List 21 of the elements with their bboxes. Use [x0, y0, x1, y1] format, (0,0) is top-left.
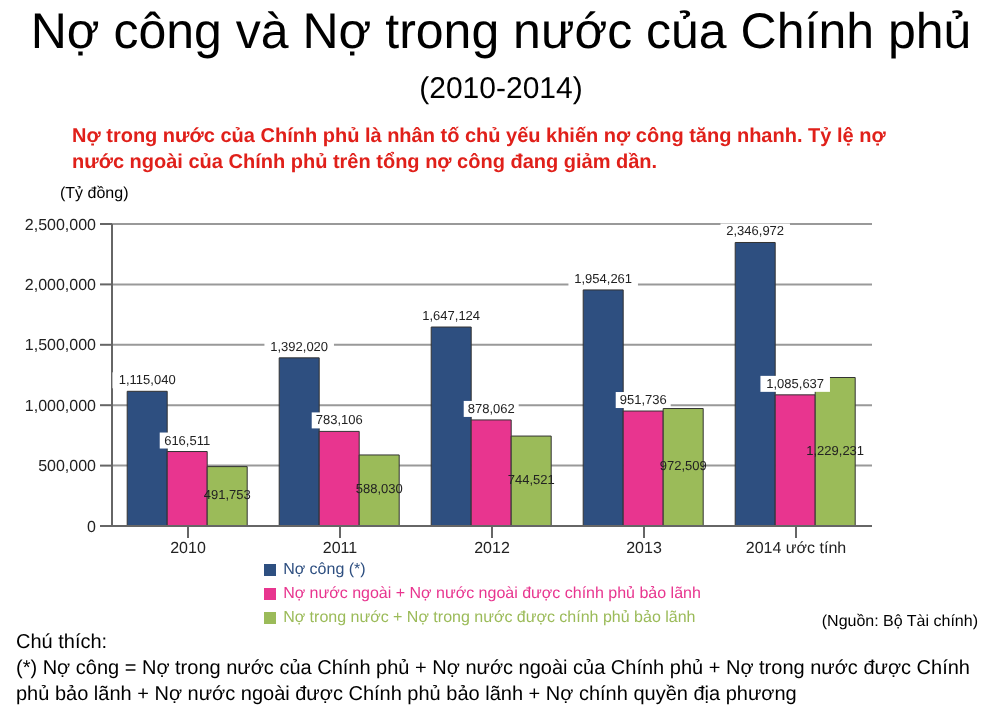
x-tick-label: 2014 ước tính [745, 539, 847, 558]
y-tick-label: 1,000,000 [24, 396, 98, 415]
text: (Nguồn: Bộ Tài chính) [821, 612, 978, 630]
x-tick-label: 2013 [626, 539, 663, 558]
y-tick-label: 2,000,000 [24, 276, 98, 295]
text: Nợ trong nước của Chính phủ là nhân tố chủ yếu khiến nợ công tăng nhanh. Tỷ lệ nợ nước ngoài của Chính phủ trên tổng nợ công đang giảm dần. [72, 124, 888, 176]
y-tick-label: 1,500,000 [24, 336, 98, 355]
legend-label: Nợ trong nước + Nợ trong nước được chính phủ bảo lãnh [283, 608, 696, 626]
x-tick-label: 2010 [170, 539, 207, 558]
y-tick-label: 500,000 [38, 457, 98, 476]
y-axis-title: (Tỷ đồng) [60, 184, 129, 202]
x-tick-label: 2012 [474, 539, 511, 558]
chart-title: Nợ công và Nợ trong nước của Chính phủ [28, 4, 974, 62]
legend-label: Nợ nước ngoài + Nợ nước ngoài được chính phủ bảo lãnh [283, 584, 701, 602]
x-tick-label: 2011 [322, 539, 359, 558]
y-tick-label: 0 [87, 517, 98, 536]
y-tick-label: 2,500,000 [24, 215, 98, 234]
text: Chú thích: [16, 632, 108, 654]
chart-subtitle: (2010-2014) [417, 72, 585, 106]
legend-label: Nợ công (*) [283, 560, 366, 578]
text: (*) Nợ công = Nợ trong nước của Chính phủ + Nợ nước ngoài của Chính phủ + Nợ trong nước được Chính phủ bảo lãnh + Nợ nước ngoài được Chính phủ bảo lãnh + Nợ chính quyền địa phương [16, 656, 972, 708]
